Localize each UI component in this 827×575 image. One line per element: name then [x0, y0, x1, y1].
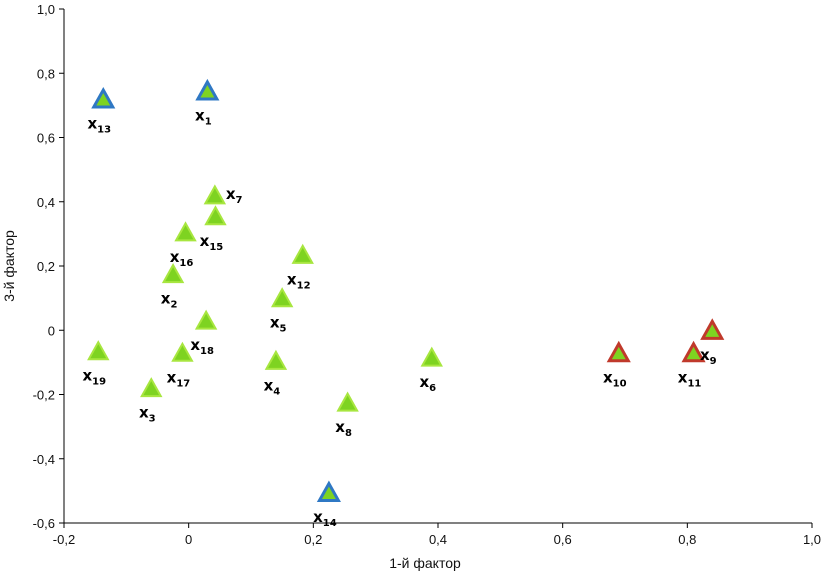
data-point-x14 — [316, 480, 341, 503]
data-point-x18 — [194, 309, 218, 330]
point-label-x4: x4 — [264, 376, 281, 397]
data-point-x1 — [195, 78, 220, 101]
x-tick-label: -0,2 — [53, 532, 75, 547]
point-label-x15: x15 — [200, 232, 224, 253]
point-label-x3: x3 — [139, 404, 156, 425]
data-point-x3 — [140, 377, 163, 398]
axes-layer: 1,00,80,60,40,20-0,2-0,4-0,6-0,2 0 0,2 0,4 0… — [33, 2, 821, 547]
x-tick-label: 0,8 — [678, 532, 696, 547]
data-point-x15 — [204, 205, 227, 226]
data-point-x19 — [87, 340, 110, 361]
y-tick-label: 0 — [48, 323, 55, 338]
data-point-x12 — [291, 243, 314, 264]
data-point-x11 — [681, 340, 706, 363]
point-label-x1: x1 — [195, 107, 212, 128]
data-point-x13 — [91, 86, 116, 109]
point-label-x18: x18 — [190, 336, 214, 357]
data-point-x16 — [174, 221, 197, 242]
data-point-x7 — [203, 184, 227, 205]
x-tick-label: 0,6 — [554, 532, 572, 547]
data-point-x8 — [336, 391, 359, 412]
y-tick-label: 0,4 — [37, 195, 55, 210]
point-label-x16: x16 — [170, 248, 194, 269]
y-tick-label: -0,2 — [33, 388, 55, 403]
y-tick-label: 1,0 — [37, 2, 55, 17]
labels-layer: x1 x2 x3 x4 x5 x6 x7 x8 x9 x10 x11 x12 x13 x14 x15 x16 x… — [82, 107, 716, 530]
data-point-x4 — [264, 349, 288, 370]
data-point-x6 — [420, 346, 443, 367]
y-axis-title: 3-й фактор — [1, 230, 17, 302]
y-tick-label: -0,6 — [33, 516, 55, 531]
point-label-x5: x5 — [270, 314, 287, 335]
point-label-x7: x7 — [226, 185, 243, 206]
point-label-x10: x10 — [603, 368, 627, 389]
point-label-x11: x11 — [678, 368, 702, 389]
data-point-x5 — [270, 287, 294, 308]
data-point-x17 — [171, 341, 194, 362]
point-label-x9: x9 — [700, 346, 717, 367]
data-point-x9 — [700, 318, 725, 340]
point-label-x13: x13 — [87, 115, 111, 136]
x-tick-label: 0,2 — [304, 532, 322, 547]
points-layer — [87, 78, 725, 503]
x-tick-label: 1,0 — [803, 532, 821, 547]
y-tick-label: 0,2 — [37, 259, 55, 274]
y-tick-label: -0,4 — [33, 452, 55, 467]
data-point-x10 — [606, 340, 631, 363]
y-tick-label: 0,6 — [37, 131, 55, 146]
point-label-x12: x12 — [287, 270, 311, 291]
point-label-x19: x19 — [82, 367, 106, 388]
x-tick-label: 0,4 — [429, 532, 447, 547]
point-label-x14: x14 — [313, 508, 337, 529]
point-label-x6: x6 — [419, 373, 436, 394]
point-label-x17: x17 — [167, 368, 191, 389]
x-axis-title: 1-й фактор — [389, 555, 461, 571]
point-label-x2: x2 — [161, 290, 178, 311]
y-tick-label: 0,8 — [37, 66, 55, 81]
point-label-x8: x8 — [335, 418, 352, 439]
data-point-x2 — [161, 263, 185, 284]
x-tick-label: 0 — [185, 532, 192, 547]
